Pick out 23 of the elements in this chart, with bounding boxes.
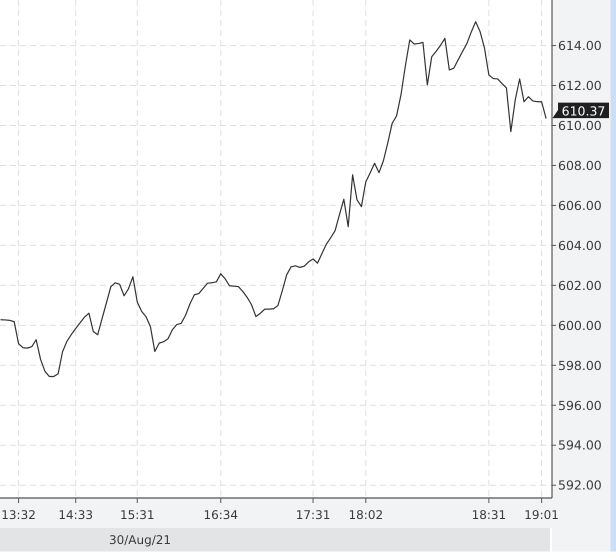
x-tick-label: 17:31 [296, 508, 330, 522]
y-tick-label: 606.00 [558, 198, 602, 213]
x-tick-label: 13:32 [1, 508, 36, 522]
y-tick-label: 610.00 [558, 118, 602, 133]
x-tick-label: 16:34 [203, 508, 238, 522]
x-tick-label: 15:31 [120, 508, 155, 522]
y-tick-label: 600.00 [558, 318, 602, 333]
y-tick-label: 598.00 [558, 358, 602, 373]
x-tick-label: 18:31 [472, 508, 506, 522]
data-label: 610.37 [562, 103, 606, 118]
y-tick-label: 596.00 [558, 398, 602, 413]
y-tick-label: 592.00 [558, 478, 602, 493]
y-tick-label: 612.00 [558, 78, 602, 94]
x-tick-label: 19:01 [524, 508, 559, 522]
y-tick-label: 602.00 [558, 278, 602, 293]
line-series [0, 21, 547, 378]
x-tick-label: 18:02 [348, 508, 384, 522]
y-tick-label: 608.00 [558, 158, 602, 173]
y-tick-label: 614.00 [558, 38, 602, 54]
x-axis-title: 30/Aug/21 [108, 533, 172, 547]
y-tick-label: 604.00 [558, 238, 602, 253]
y-tick-label: 594.00 [558, 438, 602, 453]
x-tick-label: 14:33 [58, 508, 94, 522]
